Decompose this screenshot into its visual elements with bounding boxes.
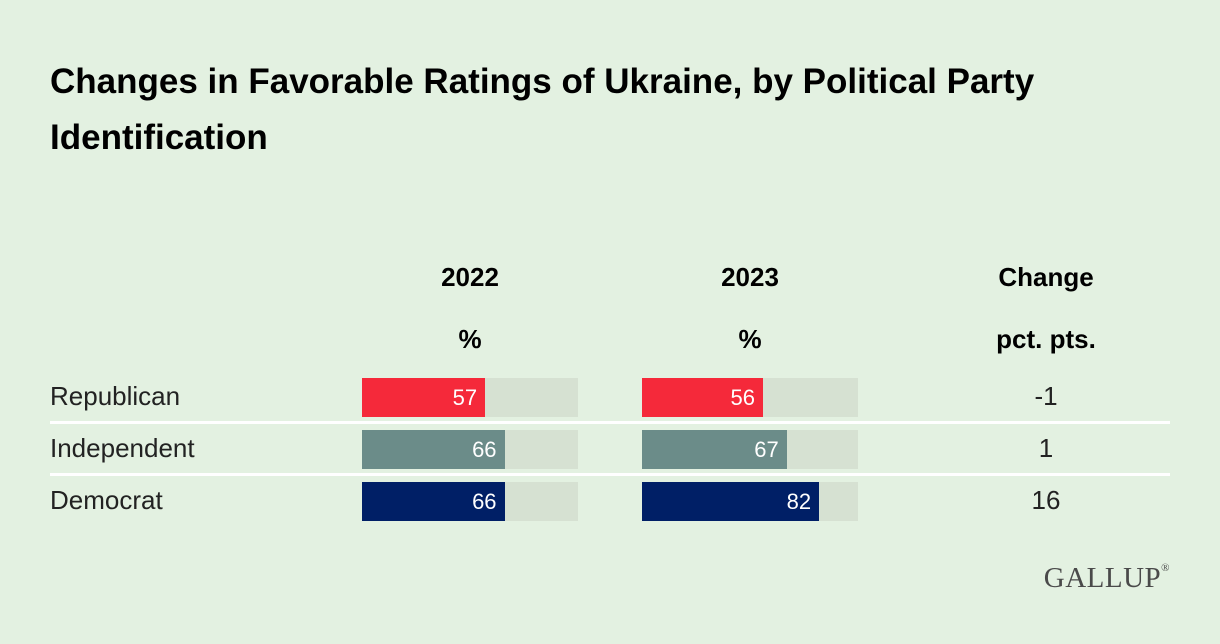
bar-2023-independent: 67 bbox=[642, 430, 787, 469]
bar-label-2022-democrat: 66 bbox=[472, 489, 497, 514]
bar-track-2023-democrat: 82 bbox=[642, 482, 858, 521]
change-value-independent: 1 bbox=[1038, 433, 1054, 463]
row-divider bbox=[50, 421, 1170, 424]
bar-2022-democrat: 66 bbox=[362, 482, 505, 521]
bar-track-2022-independent: 66 bbox=[362, 430, 578, 469]
row-label-democrat: Democrat bbox=[50, 485, 163, 515]
col-unit-2022: % bbox=[370, 324, 570, 355]
col-unit-change: pct. pts. bbox=[946, 324, 1146, 355]
bar-track-2022-democrat: 66 bbox=[362, 482, 578, 521]
bar-track-2023-republican: 56 bbox=[642, 378, 858, 417]
col-header-change: Change bbox=[946, 262, 1146, 293]
col-header-2022: 2022 bbox=[370, 262, 570, 293]
bar-label-2022-republican: 57 bbox=[452, 385, 478, 410]
bar-label-2023-democrat: 82 bbox=[786, 489, 812, 514]
gallup-logo-text: GALLUP bbox=[1043, 562, 1162, 594]
col-header-2022-year: 2022 bbox=[441, 262, 499, 292]
bar-label-2023-independent: 67 bbox=[754, 437, 779, 462]
bar-track-2022-republican: 57 bbox=[362, 378, 578, 417]
bar-label-2022-independent: 66 bbox=[472, 437, 497, 462]
chart-title: Changes in Favorable Ratings of Ukraine,… bbox=[50, 62, 1035, 157]
col-unit-2023-label: % bbox=[738, 324, 762, 354]
bar-track-2023-independent: 67 bbox=[642, 430, 858, 469]
col-unit-change-label: pct. pts. bbox=[996, 324, 1096, 354]
bar-2022-independent: 66 bbox=[362, 430, 505, 469]
bar-2023-democrat: 82 bbox=[642, 482, 820, 521]
bar-2023-republican: 56 bbox=[642, 378, 763, 417]
row-divider bbox=[50, 473, 1170, 476]
col-header-2023: 2023 bbox=[650, 262, 850, 293]
col-unit-2022-label: % bbox=[458, 324, 482, 354]
change-value-democrat: 16 bbox=[1031, 485, 1061, 515]
bar-2022-republican: 57 bbox=[362, 378, 486, 417]
col-unit-2023: % bbox=[650, 324, 850, 355]
row-label-republican: Republican bbox=[50, 381, 181, 411]
col-header-2023-year: 2023 bbox=[721, 262, 779, 292]
gallup-logo: GALLUP® bbox=[1044, 562, 1170, 595]
col-header-change-label: Change bbox=[998, 262, 1094, 292]
bar-label-2023-republican: 56 bbox=[730, 385, 755, 410]
change-value-republican: -1 bbox=[1034, 381, 1058, 411]
row-label-independent: Independent bbox=[50, 433, 195, 463]
registered-mark: ® bbox=[1161, 562, 1170, 574]
